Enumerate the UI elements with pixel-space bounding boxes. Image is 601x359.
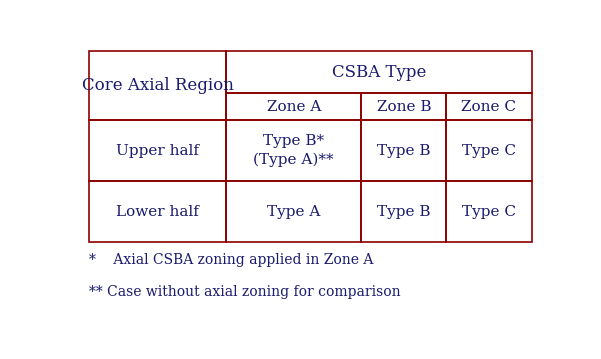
Text: Type B: Type B <box>377 205 430 219</box>
Bar <box>447 93 531 120</box>
Bar <box>447 120 531 181</box>
Text: Lower half: Lower half <box>116 205 199 219</box>
Text: Type A: Type A <box>267 205 320 219</box>
Bar <box>89 120 226 181</box>
Text: Core Axial Region: Core Axial Region <box>82 77 234 94</box>
Bar <box>226 51 531 93</box>
Text: Type B: Type B <box>377 144 430 158</box>
Text: Zone A: Zone A <box>267 100 321 114</box>
Text: Type C: Type C <box>462 205 516 219</box>
Bar <box>447 181 531 242</box>
Text: *    Axial CSBA zoning applied in Zone A: * Axial CSBA zoning applied in Zone A <box>89 253 373 267</box>
Bar <box>226 120 361 181</box>
Text: Zone B: Zone B <box>377 100 431 114</box>
Text: Zone C: Zone C <box>462 100 516 114</box>
Bar <box>361 93 447 120</box>
Bar <box>89 51 226 120</box>
Bar <box>226 93 361 120</box>
Bar <box>361 181 447 242</box>
Bar <box>226 181 361 242</box>
Text: ** Case without axial zoning for comparison: ** Case without axial zoning for compari… <box>89 285 401 299</box>
Text: CSBA Type: CSBA Type <box>332 64 426 81</box>
Text: Upper half: Upper half <box>116 144 199 158</box>
Bar <box>361 120 447 181</box>
Bar <box>89 181 226 242</box>
Text: Type B*
(Type A)**: Type B* (Type A)** <box>254 134 334 167</box>
Text: Type C: Type C <box>462 144 516 158</box>
